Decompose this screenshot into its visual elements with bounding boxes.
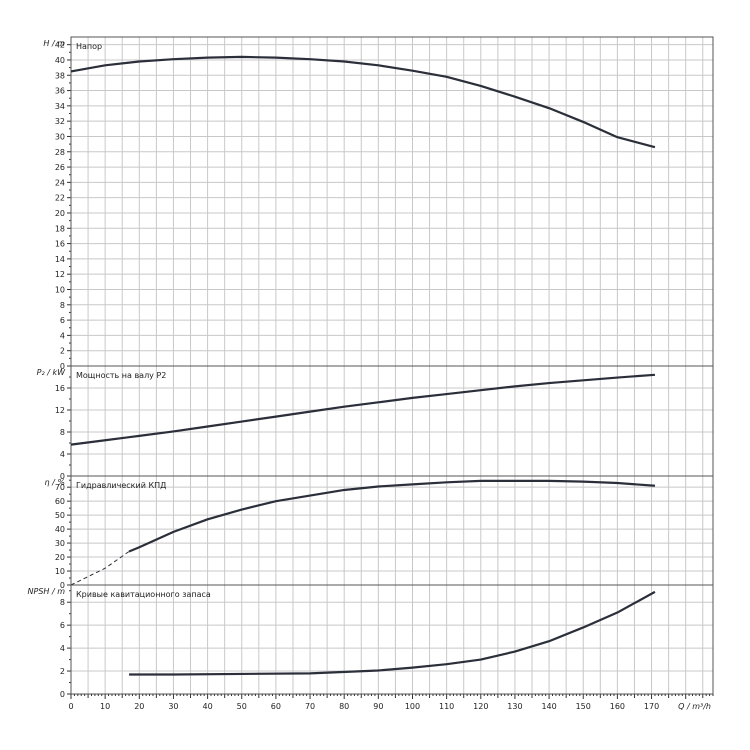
y-tick-label: 4	[60, 450, 65, 459]
y-tick-label: 28	[55, 148, 65, 157]
panel-title: Кривые кавитационного запаса	[76, 590, 211, 599]
y-tick-label: 0	[60, 472, 65, 481]
x-tick-label: 40	[203, 702, 213, 711]
y-tick-label: 22	[55, 194, 65, 203]
y-tick-label: 6	[60, 621, 65, 630]
series-line	[70, 373, 656, 446]
y-axis-label: H / m	[43, 39, 65, 48]
series-line	[129, 590, 656, 676]
y-tick-label: 4	[60, 644, 65, 653]
y-tick-label: 40	[55, 525, 65, 534]
y-tick-label: 38	[55, 71, 65, 80]
x-tick-label: 90	[373, 702, 383, 711]
y-tick-label: 16	[55, 384, 65, 393]
panel-title: Мощность на валу P2	[76, 371, 166, 380]
y-tick-label: 30	[55, 132, 65, 141]
y-tick-label: 2	[60, 347, 65, 356]
y-tick-label: 12	[55, 406, 65, 415]
x-tick-label: 110	[439, 702, 454, 711]
y-tick-label: 0	[60, 690, 65, 699]
y-tick-label: 60	[55, 497, 65, 506]
y-tick-label: 4	[60, 331, 65, 340]
y-tick-label: 32	[55, 117, 65, 126]
series-line-dashed	[70, 551, 130, 586]
panel-title: Напор	[76, 42, 102, 51]
y-tick-label: 70	[55, 483, 65, 492]
x-axis: 0 10 20 30 40 50 60 70 80 90 100 110 120 130 140 150 160…	[68, 694, 714, 711]
series-line	[128, 479, 656, 553]
x-tick-label: 30	[168, 702, 178, 711]
panel-efficiency: 0 10 20 30 40 50 60 70 Гидравлический КПД η / %	[45, 475, 714, 590]
y-tick-label: 16	[55, 240, 65, 249]
y-tick-label: 14	[55, 255, 65, 264]
series-line	[70, 55, 656, 149]
x-tick-label: 140	[541, 702, 556, 711]
y-tick-label: 40	[55, 56, 65, 65]
y-tick-label: 20	[55, 209, 65, 218]
x-tick-label: 70	[305, 702, 315, 711]
y-tick-label: 10	[55, 567, 65, 576]
y-axis-label: P₂ / kW	[37, 368, 66, 377]
y-tick-label: 50	[55, 511, 65, 520]
x-tick-label: 20	[134, 702, 144, 711]
x-tick-label: 170	[644, 702, 659, 711]
panel-power: 0 4 8 12 16 Мощность на валу P2 P₂ / kW	[37, 365, 714, 481]
y-tick-label: 36	[55, 87, 65, 96]
y-tick-label: 0	[60, 362, 65, 371]
x-tick-label: 60	[271, 702, 281, 711]
y-tick-label: 6	[60, 316, 65, 325]
y-tick-label: 2	[60, 667, 65, 676]
y-tick-label: 20	[55, 553, 65, 562]
y-tick-label: 8	[60, 301, 65, 310]
y-axis-label: NPSH / m	[28, 587, 66, 596]
y-tick-label: 42	[55, 41, 65, 50]
y-tick-label: 10	[55, 285, 65, 294]
y-tick-label: 18	[55, 224, 65, 233]
x-tick-label: 50	[237, 702, 247, 711]
y-axis-label: η / %	[45, 478, 65, 487]
y-tick-label: 12	[55, 270, 65, 279]
panel-title: Гидравлический КПД	[76, 481, 166, 490]
x-tick-label: 130	[507, 702, 522, 711]
y-tick-label: 8	[60, 598, 65, 607]
x-tick-label: 100	[405, 702, 420, 711]
y-tick-label: 34	[55, 102, 65, 111]
x-tick-label: 80	[339, 702, 349, 711]
x-tick-label: 10	[100, 702, 110, 711]
x-tick-label: 0	[68, 702, 73, 711]
y-tick-label: 0	[60, 581, 65, 590]
x-axis-label: Q / m³/h	[678, 702, 711, 711]
x-tick-label: 120	[473, 702, 488, 711]
y-tick-label: 30	[55, 539, 65, 548]
x-tick-label: 150	[576, 702, 591, 711]
y-tick-label: 24	[55, 178, 65, 187]
x-tick-label: 160	[610, 702, 625, 711]
y-tick-label: 8	[60, 428, 65, 437]
y-tick-label: 26	[55, 163, 65, 172]
